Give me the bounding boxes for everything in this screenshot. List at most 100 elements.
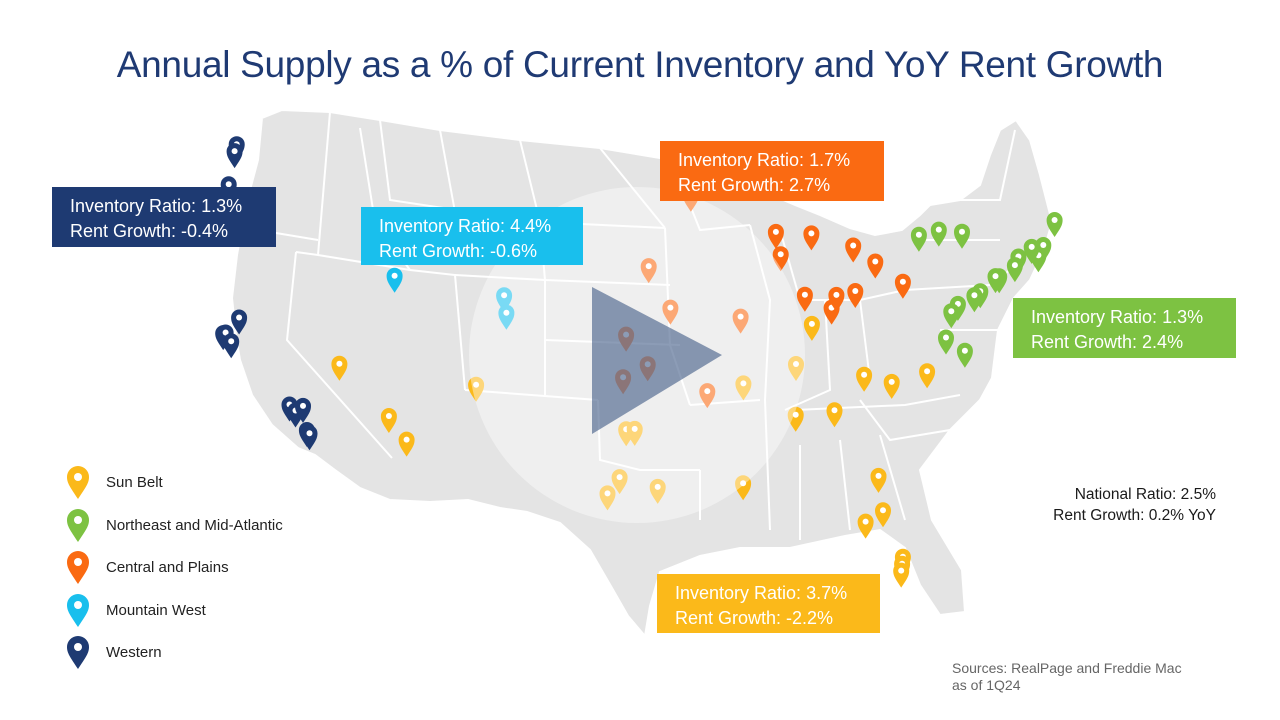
map-marker-sun-belt	[826, 402, 843, 428]
pin-icon	[468, 376, 485, 402]
pin-icon	[1046, 212, 1063, 237]
pin-icon	[772, 246, 789, 272]
map-marker-sun-belt	[857, 513, 874, 539]
pin-icon	[894, 273, 911, 299]
pin-icon	[847, 283, 864, 308]
pin-icon	[649, 478, 666, 504]
pin-icon	[295, 397, 311, 423]
pin-icon	[826, 402, 843, 428]
callout-northeast-rent: Rent Growth: 2.4%	[1031, 332, 1184, 352]
pin-dot	[808, 320, 815, 327]
map-marker-central	[867, 253, 884, 279]
state-boundary	[960, 129, 1016, 201]
map-marker-sun-belt	[788, 356, 804, 381]
map-marker-central	[767, 223, 784, 249]
pin-icon	[223, 333, 240, 359]
state-boundary	[599, 147, 666, 229]
legend-label: Western	[106, 644, 162, 661]
pin-dot	[833, 291, 840, 298]
pin-dot	[948, 308, 955, 315]
legend-label: Sun Belt	[106, 474, 163, 491]
pin-icon	[919, 363, 936, 389]
pin-dot	[604, 490, 611, 497]
pin-dot	[1011, 262, 1018, 269]
play-icon[interactable]	[592, 287, 722, 434]
pin-dot	[992, 273, 999, 280]
map-marker-northeast	[1046, 212, 1063, 237]
pin-icon	[910, 226, 927, 252]
video-play-button[interactable]	[469, 187, 805, 523]
map-marker-central	[894, 273, 911, 299]
pin-dot	[792, 411, 799, 418]
national-ratio: National Ratio: 2.5%	[1074, 486, 1216, 503]
pin-icon	[875, 502, 891, 528]
map-marker-northeast	[1006, 257, 1023, 283]
legend-label: Central and Plains	[106, 559, 229, 576]
pin-icon	[966, 287, 983, 313]
map-marker-northeast	[956, 342, 973, 368]
national-stats: National Ratio: 2.5% Rent Growth: 0.2% Y…	[1053, 484, 1216, 526]
map-marker-central	[847, 283, 864, 308]
map-marker-sun-belt	[611, 469, 628, 495]
state-boundary	[764, 399, 771, 531]
pin-dot	[862, 518, 869, 525]
callout-western-ratio: Inventory Ratio: 1.3%	[70, 196, 243, 216]
pin-icon	[1023, 238, 1040, 264]
pin-icon	[987, 268, 1004, 294]
map-marker-western	[226, 143, 243, 169]
pin-dot	[861, 371, 868, 378]
pin-dot	[306, 430, 313, 437]
map-marker-sun-belt	[787, 406, 804, 432]
map-marker-sun-belt	[875, 502, 891, 528]
pin-icon	[398, 431, 415, 457]
map-marker-sun-belt	[803, 315, 820, 341]
state-boundary	[597, 399, 700, 471]
map-marker-western	[223, 333, 240, 359]
pin-dot	[740, 480, 747, 487]
pin-dot	[336, 360, 343, 367]
map-markers	[215, 136, 1063, 588]
pin-dot	[501, 292, 508, 299]
map-marker-sun-belt	[893, 562, 910, 588]
pin-dot	[875, 472, 882, 479]
map-marker-sun-belt	[735, 375, 752, 401]
pin-dot	[222, 329, 229, 336]
pin-dot	[935, 226, 942, 233]
callout-western: Inventory Ratio: 1.3% Rent Growth: -0.4%	[52, 187, 276, 247]
pin-dot	[704, 388, 711, 395]
callout-mountain-rent: Rent Growth: -0.6%	[379, 241, 538, 261]
map-marker-sun-belt	[649, 478, 666, 504]
pin-dot	[616, 474, 623, 481]
map-marker-central	[803, 225, 820, 251]
pin-dot	[888, 378, 895, 385]
page-title: Annual Supply as a % of Current Inventor…	[116, 44, 1164, 85]
pin-dot	[801, 291, 808, 298]
legend-label: Northeast and Mid-Atlantic	[106, 516, 283, 534]
map-marker-central	[640, 258, 657, 284]
pin-dot	[737, 313, 744, 320]
pin-icon	[867, 253, 884, 279]
pin-icon	[662, 299, 679, 325]
state-boundary	[749, 224, 772, 401]
map-marker-sun-belt	[883, 373, 900, 399]
map-marker-central	[732, 308, 749, 334]
callout-northeast-ratio: Inventory Ratio: 1.3%	[1031, 307, 1204, 327]
map-marker-central	[772, 246, 789, 272]
map-marker-northeast	[987, 268, 1004, 294]
pin-icon	[856, 366, 873, 392]
pin-icon	[67, 551, 89, 584]
callout-mountain-west: Inventory Ratio: 4.4% Rent Growth: -0.6%	[361, 207, 583, 265]
pin-icon	[386, 267, 403, 293]
state-boundary	[544, 279, 671, 286]
legend-label: Mountain West	[106, 601, 206, 619]
pin-icon	[938, 329, 954, 355]
pin-icon	[380, 408, 397, 433]
map-marker-central	[699, 383, 716, 409]
map-marker-central	[662, 299, 679, 325]
map-marker-mountain	[498, 304, 515, 330]
pin-dot	[924, 368, 931, 375]
pin-dot	[225, 181, 232, 188]
callout-sunbelt-rent: Rent Growth: -2.2%	[675, 608, 834, 628]
map-marker-northeast	[943, 303, 960, 329]
callout-central-plains: Inventory Ratio: 1.7% Rent Growth: 2.7%	[660, 141, 884, 201]
